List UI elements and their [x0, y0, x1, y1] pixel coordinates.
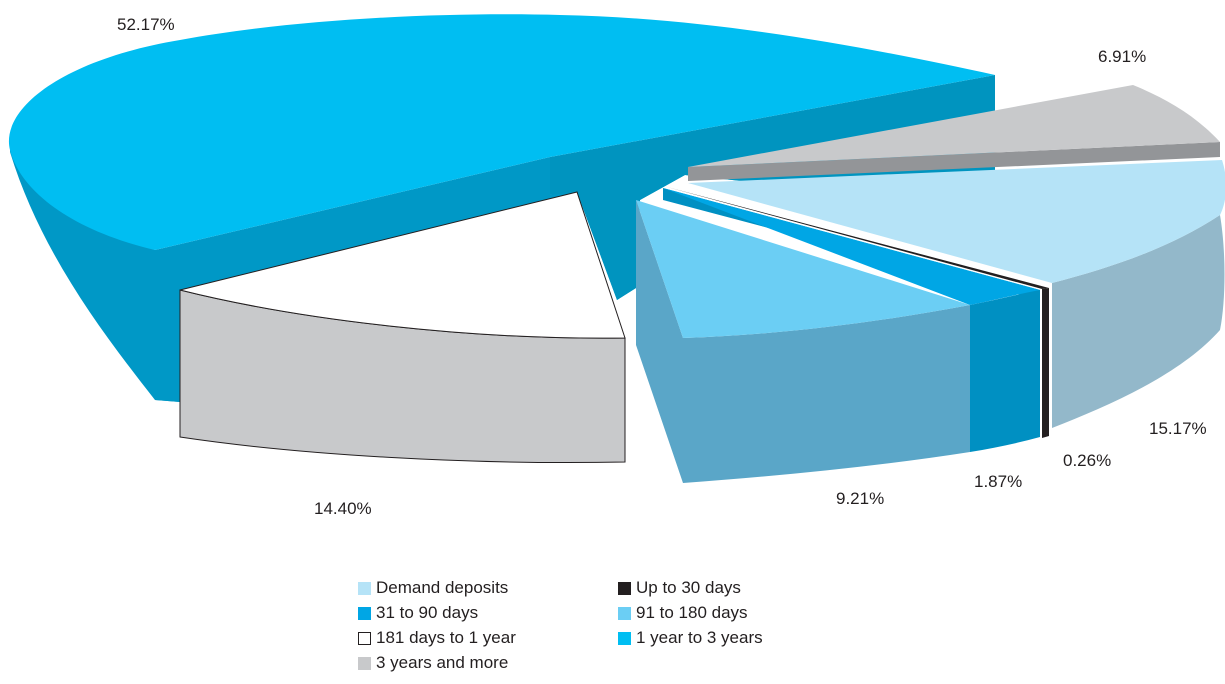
slice-91-to-180-top [636, 200, 970, 338]
slice-31-to-90-days [663, 188, 1040, 452]
slice-31-to-90-top [663, 188, 1040, 305]
label-31-to-90-days: 1.87% [974, 472, 1022, 491]
slice-181-days-top [179, 191, 626, 339]
label-91-to-180-days: 9.21% [836, 489, 884, 508]
legend-item-1-to-3-years: 1 year to 3 years [618, 628, 763, 648]
legend-swatch [358, 656, 371, 670]
label-demand-deposits: 15.17% [1149, 419, 1207, 438]
legend-swatch [618, 631, 631, 645]
legend-label: 1 year to 3 years [636, 628, 763, 647]
slice-3-years-top [688, 85, 1220, 167]
label-3-years-and-more: 6.91% [1098, 47, 1146, 66]
label-up-to-30-days: 0.26% [1063, 451, 1111, 470]
legend-item-91-to-180-days: 91 to 180 days [618, 603, 748, 623]
slice-demand-deposits [688, 160, 1225, 428]
legend-label: Up to 30 days [636, 578, 741, 597]
slice-demand-deposits-top [688, 160, 1225, 283]
legend-label: 31 to 90 days [376, 603, 479, 622]
legend-item-demand-deposits: Demand deposits [358, 578, 508, 598]
slice-up-to-30-top [667, 187, 1049, 289]
legend-item-3-years-and-more: 3 years and more [358, 653, 508, 673]
slice-31-to-90-side [970, 290, 1040, 452]
slice-3-years-side [688, 142, 1220, 181]
label-181-days-to-1-year: 14.40% [314, 499, 372, 518]
slice-91-to-180-side [636, 200, 970, 483]
legend-item-up-to-30-days: Up to 30 days [618, 578, 741, 598]
slice-3-years-and-more [688, 85, 1220, 181]
legend-swatch [358, 606, 371, 620]
legend-swatch [618, 581, 631, 595]
legend-item-31-to-90-days: 31 to 90 days [358, 603, 478, 623]
legend-swatch [358, 581, 371, 595]
legend-label: Demand deposits [376, 578, 509, 597]
legend-label: 91 to 180 days [636, 603, 748, 622]
legend-swatch [618, 606, 631, 620]
legend-swatch [358, 631, 371, 645]
slice-91-to-180-days [636, 200, 970, 483]
slice-181-days-to-1-year [179, 191, 626, 464]
legend-label: 181 days to 1 year [376, 628, 516, 647]
legend-item-181-days-to-1-year: 181 days to 1 year [358, 628, 516, 648]
slice-up-to-30-side [1042, 288, 1049, 438]
legend-label: 3 years and more [376, 653, 509, 672]
slice-1-to-3-years-top [8, 14, 995, 250]
slice-up-to-30-days [667, 187, 1049, 438]
label-1-to-3-years: 52.17% [117, 15, 175, 34]
slice-demand-deposits-side [1052, 215, 1225, 428]
